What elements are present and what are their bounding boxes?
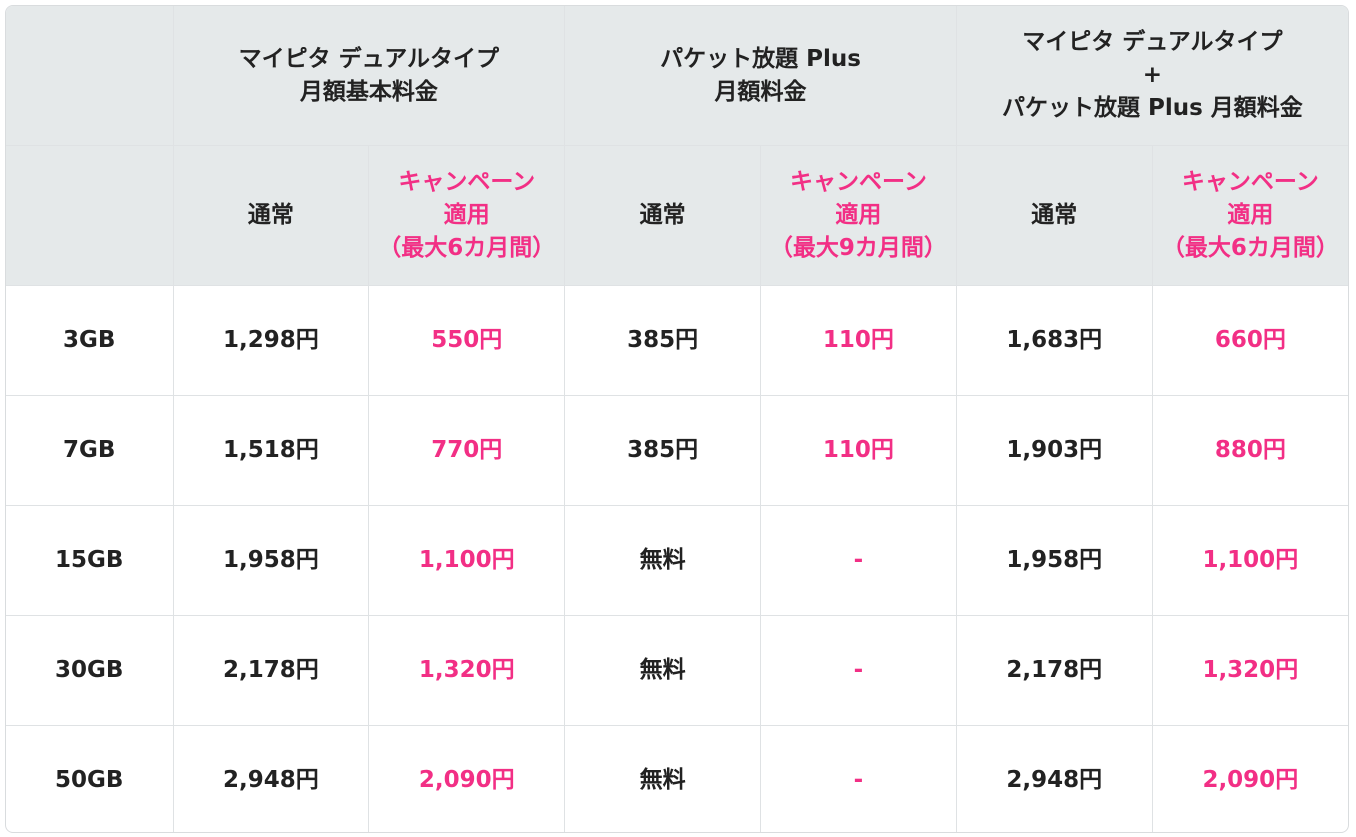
- price-cell: 2,090円: [368, 725, 566, 832]
- cell-line: パケット放題 Plus: [660, 45, 861, 72]
- price-cell: 110円: [759, 395, 957, 506]
- group-header: パケット放題 Plus 月額料金: [564, 6, 957, 146]
- price-cell: 1,958円: [955, 505, 1153, 616]
- cell-line: マイピタ デュアルタイプ: [238, 45, 499, 72]
- group-header: マイピタ デュアルタイプ + パケット放題 Plus 月額料金: [955, 6, 1348, 146]
- table: マイピタ デュアルタイプ 月額基本料金 パケット放題 Plus 月額料金 マイピタ デュ…: [6, 6, 1348, 832]
- price-cell: 無料: [564, 505, 761, 616]
- plan-cell: 15GB: [6, 505, 174, 616]
- cell-line: 適用: [835, 202, 882, 228]
- plan-cell: 50GB: [6, 725, 174, 832]
- data-row: 7GB 1,518円 770円 385円 110円 1,903円 880円: [6, 395, 1348, 506]
- cell-line: （最大6カ月間）: [1161, 235, 1339, 261]
- price-cell: 無料: [564, 615, 761, 726]
- price-cell: 2,090円: [1151, 725, 1348, 832]
- price-cell: 1,683円: [955, 285, 1153, 396]
- price-cell: 2,178円: [955, 615, 1153, 726]
- cell-line: 月額基本料金: [299, 78, 438, 105]
- cell-line: キャンペーン: [789, 169, 927, 195]
- cell-line: 適用: [1227, 202, 1274, 228]
- price-cell: 無料: [564, 725, 761, 832]
- price-cell: 880円: [1151, 395, 1348, 506]
- cell-line: +: [1142, 62, 1163, 88]
- price-cell: 2,948円: [172, 725, 370, 832]
- price-cell: 385円: [564, 395, 761, 506]
- pricing-table: マイピタ デュアルタイプ 月額基本料金 パケット放題 Plus 月額料金 マイピタ デュ…: [5, 5, 1349, 833]
- price-cell: 2,178円: [172, 615, 370, 726]
- subheader: キャンペーン 適用 （最大9カ月間）: [759, 145, 957, 286]
- subheader: キャンペーン 適用 （最大6カ月間）: [368, 145, 566, 286]
- price-cell: -: [759, 615, 957, 726]
- cell-line: パケット放題 Plus 月額料金: [1001, 95, 1303, 121]
- plan-cell: 3GB: [6, 285, 174, 396]
- price-cell: 1,518円: [172, 395, 370, 506]
- price-cell: 1,100円: [1151, 505, 1348, 616]
- price-cell: 550円: [368, 285, 566, 396]
- price-cell: 1,100円: [368, 505, 566, 616]
- corner-cell: [6, 145, 174, 286]
- price-cell: 2,948円: [955, 725, 1153, 832]
- price-cell: 1,298円: [172, 285, 370, 396]
- price-cell: 1,958円: [172, 505, 370, 616]
- subheader: 通常: [955, 145, 1153, 286]
- cell-line: マイピタ デュアルタイプ: [1022, 29, 1283, 55]
- cell-line: （最大6カ月間）: [378, 235, 556, 261]
- plan-cell: 30GB: [6, 615, 174, 726]
- price-cell: 660円: [1151, 285, 1348, 396]
- subheader: キャンペーン 適用 （最大6カ月間）: [1151, 145, 1348, 286]
- price-cell: 110円: [759, 285, 957, 396]
- subheader: 通常: [172, 145, 370, 286]
- data-row: 15GB 1,958円 1,100円 無料 -1,958円 1,100円: [6, 505, 1348, 616]
- price-cell: -: [759, 725, 957, 832]
- price-cell: 1,320円: [368, 615, 566, 726]
- cell-line: 通常: [1031, 202, 1078, 228]
- cell-line: （最大9カ月間）: [769, 235, 947, 261]
- header-row: マイピタ デュアルタイプ 月額基本料金 パケット放題 Plus 月額料金 マイピタ デュ…: [6, 6, 1348, 146]
- price-cell: 770円: [368, 395, 566, 506]
- cell-line: キャンペーン: [398, 169, 536, 195]
- cell-line: キャンペーン: [1181, 169, 1319, 195]
- data-row: 30GB 2,178円 1,320円 無料 -2,178円 1,320円: [6, 615, 1348, 726]
- data-row: 3GB 1,298円 550円 385円 110円 1,683円 660円: [6, 285, 1348, 396]
- price-cell: -: [759, 505, 957, 616]
- subheader: 通常: [564, 145, 761, 286]
- cell-line: 月額料金: [714, 78, 807, 105]
- cell-line: 通常: [247, 202, 294, 228]
- cell-line: 通常: [639, 202, 686, 228]
- data-row: 50GB 2,948円 2,090円 無料 -2,948円 2,090円: [6, 725, 1348, 832]
- cell-line: 適用: [443, 202, 490, 228]
- price-cell: 1,903円: [955, 395, 1153, 506]
- plan-cell: 7GB: [6, 395, 174, 506]
- price-cell: 1,320円: [1151, 615, 1348, 726]
- price-cell: 385円: [564, 285, 761, 396]
- corner-cell: [6, 6, 174, 146]
- group-header: マイピタ デュアルタイプ 月額基本料金: [172, 6, 566, 146]
- subheader-row: 通常 キャンペーン 適用 （最大6カ月間） 通常 キャンペーン 適用 （最大9カ月間） 通常 キャ…: [6, 145, 1348, 286]
